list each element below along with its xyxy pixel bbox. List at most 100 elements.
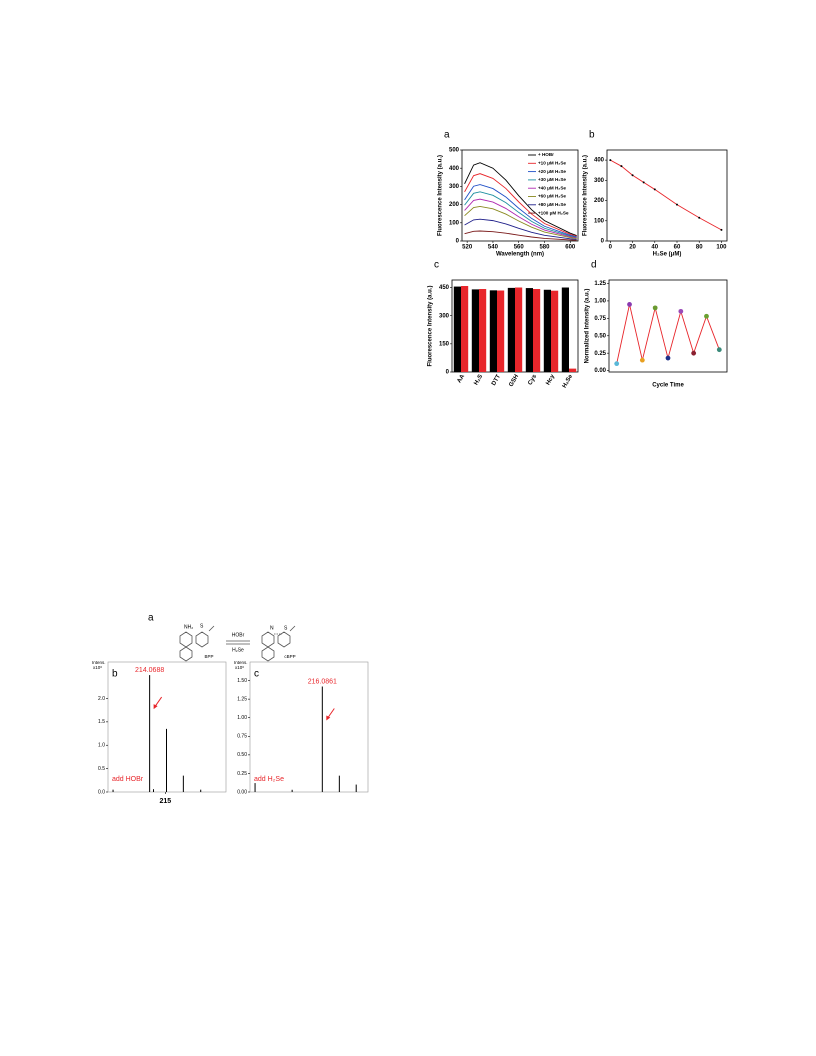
x-tick-label: 215: [159, 798, 171, 805]
legend-label: + HOBr: [538, 152, 554, 157]
atom: NH₂: [184, 624, 193, 630]
y-tick-label: 0: [601, 239, 605, 245]
line: [464, 184, 577, 238]
y-tick-label: 0.5: [98, 766, 105, 772]
marker: [691, 350, 697, 356]
marker: [614, 361, 620, 367]
x-tick-label: 20: [629, 245, 636, 251]
bond: [289, 625, 296, 632]
x-tick-label: AA: [457, 373, 467, 384]
marker: [642, 181, 645, 184]
y-tick-label: 1.00: [594, 298, 606, 304]
reagent: H₂Se: [232, 647, 244, 653]
x-tick-label: GSH: [508, 374, 520, 388]
y-tick-label: 0.50: [594, 333, 606, 339]
marker: [653, 188, 656, 191]
y-tick-label: 0.75: [237, 734, 247, 740]
marker: [698, 216, 701, 219]
line: [464, 173, 577, 237]
bar: [471, 289, 479, 372]
x-axis-label: Wavelength (nm): [496, 252, 544, 258]
y-tick-label: 300: [439, 313, 450, 319]
line: [616, 304, 720, 364]
arrow-head: [153, 704, 158, 710]
ring: [261, 646, 275, 662]
y-tick-label: 0.75: [594, 316, 606, 322]
bar: [525, 288, 533, 372]
x-tick-label: Hcy: [545, 373, 556, 386]
ring: [179, 631, 193, 648]
x-tick-label: 0: [609, 245, 613, 251]
x-axis-label: H₂Se (μM): [653, 252, 682, 258]
y-tick-label: 200: [449, 202, 460, 208]
y-axis-label: Intens.: [92, 660, 106, 665]
bar: [497, 290, 505, 372]
bar: [533, 289, 541, 372]
legend-label: +20 μM H₂Se: [538, 169, 566, 174]
bar: [507, 287, 515, 372]
atom: S: [284, 625, 288, 631]
ring: [195, 631, 209, 648]
plot-frame: [608, 279, 728, 373]
line: [464, 218, 577, 240]
y-tick-label: 400: [594, 158, 605, 164]
panel-label: b: [112, 669, 118, 680]
x-tick-label: 600: [565, 245, 576, 251]
y-tick-label: 0.00: [237, 789, 247, 795]
y-tick-label: 0.50: [237, 752, 247, 758]
arrow-head: [326, 715, 331, 721]
y-tick-label: 200: [594, 198, 605, 204]
y-axis-unit: x10⁶: [93, 665, 102, 670]
x-tick-label: H₂S: [473, 374, 484, 387]
y-tick-label: 0.0: [98, 789, 105, 795]
marker: [620, 165, 623, 168]
bar: [543, 289, 551, 372]
y-axis-unit: x10⁶: [235, 665, 244, 670]
line: [464, 205, 577, 240]
legend-label: +80 μM H₂Se: [538, 202, 566, 207]
plot-frame: [461, 149, 579, 242]
plot-frame: [249, 661, 369, 793]
y-axis-label: Fluorescence Intensity (a.u.): [428, 285, 434, 366]
y-tick-label: 1.25: [594, 281, 606, 287]
plot-frame: [606, 149, 728, 242]
y-tick-label: 1.50: [237, 678, 247, 684]
marker: [652, 305, 658, 311]
x-tick-label: 80: [696, 245, 703, 251]
marker: [676, 203, 678, 206]
y-tick-label: 150: [439, 341, 450, 347]
bar: [561, 287, 569, 372]
line: [464, 198, 577, 239]
legend-label: +60 μM H₂Se: [538, 194, 566, 199]
y-tick-label: 450: [439, 285, 450, 291]
panel-label: c: [254, 669, 259, 680]
panel-label: b: [589, 130, 595, 141]
y-axis-label: Fluorescence Intensity (a.u.): [438, 155, 444, 236]
marker: [609, 159, 612, 162]
bar: [461, 286, 469, 372]
marker: [678, 308, 684, 314]
atom: N: [270, 625, 274, 631]
x-tick-label: 580: [539, 245, 550, 251]
line: [464, 191, 577, 238]
x-tick-label: 540: [488, 245, 499, 251]
bar: [453, 286, 461, 372]
y-tick-label: 0.25: [237, 771, 247, 777]
x-tick-label: H₂Se: [562, 373, 575, 389]
plot-frame: [107, 661, 227, 793]
y-tick-label: 1.5: [98, 719, 105, 725]
legend-label: +40 μM H₂Se: [538, 185, 566, 190]
marker: [716, 347, 722, 353]
y-axis-label: Fluorescence Intensity (a.u.): [583, 155, 589, 236]
legend-label: +30 μM H₂Se: [538, 177, 566, 182]
x-axis-label: Cycle Time: [652, 383, 684, 389]
x-tick-label: DTT: [491, 374, 502, 387]
panel-label: c: [434, 260, 439, 271]
line: [610, 159, 722, 231]
y-tick-label: 0.25: [594, 351, 606, 357]
x-tick-label: 40: [651, 245, 658, 251]
ring: [261, 631, 275, 648]
y-axis-label: Intens.: [234, 660, 248, 665]
peak-label: 214.0688: [135, 667, 164, 674]
legend-label: +100 μM H₂Se: [538, 210, 569, 215]
